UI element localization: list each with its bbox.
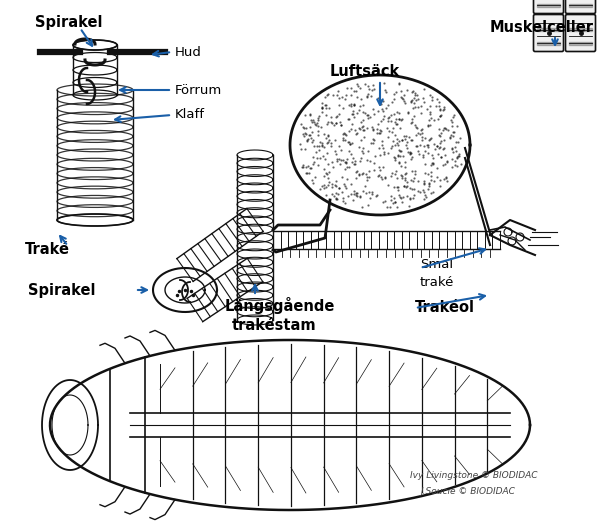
Text: Luftsäck: Luftsäck	[330, 64, 400, 80]
Bar	[537, 4, 560, 7]
FancyBboxPatch shape	[566, 14, 595, 52]
Text: Traké: Traké	[25, 242, 70, 258]
Text: Klaff: Klaff	[175, 108, 205, 121]
Text: Spirakel: Spirakel	[35, 14, 103, 30]
Text: Förrum: Förrum	[175, 83, 222, 97]
Bar	[537, 28, 560, 31]
Text: J.Soucie © BIODIDAC: J.Soucie © BIODIDAC	[420, 487, 515, 496]
Bar	[569, 42, 592, 45]
Bar	[537, 42, 560, 45]
Text: trakéstam: trakéstam	[232, 317, 317, 333]
Text: Längsgående: Längsgående	[225, 297, 335, 314]
Text: Muskelceller: Muskelceller	[490, 21, 594, 35]
Text: Hud: Hud	[175, 45, 202, 59]
Text: Trakéol: Trakéol	[415, 299, 475, 315]
Text: traké: traké	[420, 276, 454, 288]
Bar	[569, 4, 592, 7]
Text: Spirakel: Spirakel	[28, 282, 95, 297]
Bar	[569, 28, 592, 31]
FancyBboxPatch shape	[533, 14, 563, 52]
FancyBboxPatch shape	[566, 0, 595, 14]
FancyBboxPatch shape	[533, 0, 563, 14]
Text: Ivy Livingstone © BIODIDAC: Ivy Livingstone © BIODIDAC	[410, 470, 538, 479]
Text: Smal: Smal	[420, 259, 453, 271]
